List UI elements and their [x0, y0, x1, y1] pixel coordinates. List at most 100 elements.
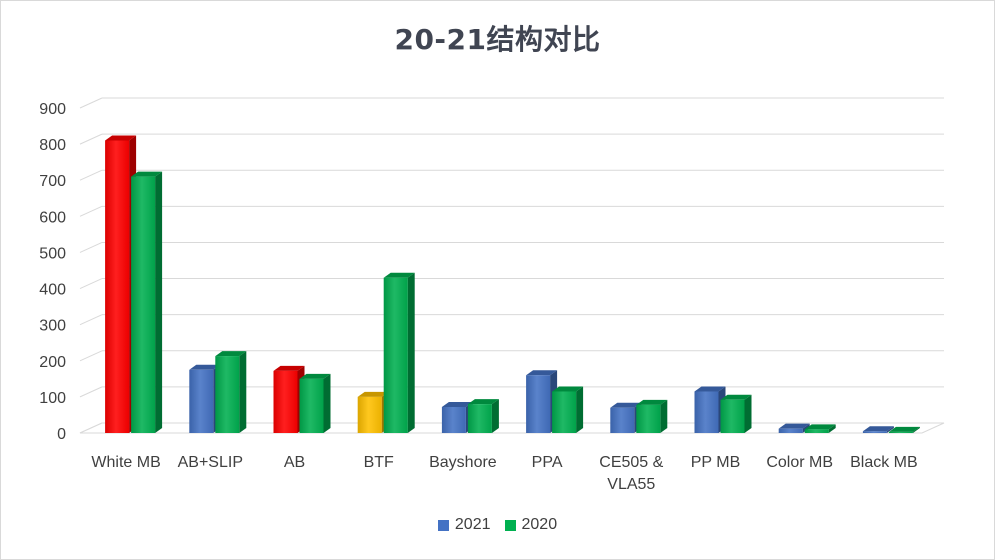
x-category-line: CE505 &: [599, 454, 663, 471]
x-category-line: Color MB: [766, 454, 833, 471]
x-axis-categories: White MB AB+SLIP AB BTF Bayshore PPA CE505 & VL…: [91, 454, 917, 493]
bar-2021-2-front: [273, 370, 298, 433]
bar-2020-3-front: [383, 277, 408, 433]
bar-2020-6-side: [660, 399, 668, 433]
bar-2020-6-top: [636, 399, 668, 405]
bar-2020-5-top: [552, 386, 584, 392]
bar-2020-9-front: [888, 431, 913, 433]
x-category-line: AB+SLIP: [178, 454, 243, 471]
bar-2020-8-side: [828, 424, 836, 433]
bar-2020-5-front: [552, 391, 577, 433]
bar-2020-0-front: [131, 176, 156, 433]
bar-2020-7-front: [720, 399, 745, 433]
bar-2020-5-side: [576, 386, 584, 433]
y-axis-ticks: 0 100 200 300 400 500 600 700 800 900: [39, 101, 66, 443]
bar-layer: [105, 135, 920, 433]
bar-2021-9-side: [886, 426, 894, 433]
bar-2021-7-front: [694, 391, 719, 433]
bar-2020-2-side: [323, 373, 331, 433]
y-tick-label: 800: [39, 137, 66, 154]
bar-2020-4-front: [467, 404, 492, 433]
gridline-side: [79, 169, 103, 181]
bar-2021-1-top: [189, 364, 221, 370]
legend-item-2020: 2020: [504, 516, 558, 534]
bar-2021-7-top: [694, 386, 726, 392]
x-category-label: AB: [284, 454, 305, 471]
bar-2020-0: [131, 171, 163, 433]
bar-2020-1-top: [215, 351, 247, 357]
x-category-line: AB: [284, 454, 305, 471]
legend-label-2020: 2020: [521, 516, 558, 533]
bar-2020-6: [636, 399, 668, 433]
bar-2020-9-side: [912, 426, 920, 433]
x-category-line: BTF: [364, 454, 394, 471]
bar-2021-0-top: [105, 135, 137, 141]
x-category-label: White MB: [91, 454, 160, 471]
gridline-side: [79, 97, 103, 109]
bar-2021-3-top: [357, 391, 389, 397]
legend-swatch-2020: [504, 519, 516, 531]
bar-2020-1-front: [215, 356, 240, 433]
bar-2021-3-front: [357, 396, 382, 433]
bar-2021-0-front: [105, 140, 130, 433]
gridline-side: [79, 205, 103, 217]
x-category-label: Black MB: [850, 454, 918, 471]
bar-2020-8-top: [804, 424, 836, 430]
bar-2021-1-front: [189, 369, 214, 433]
bar-2020-3-top: [383, 272, 415, 278]
x-category-line: Bayshore: [429, 454, 497, 471]
bar-2021-4-top: [441, 402, 473, 407]
y-tick-label: 200: [39, 354, 66, 371]
bar-2020-9: [888, 426, 920, 433]
x-category-label: AB+SLIP: [178, 454, 243, 471]
bar-2020-2-front: [299, 378, 324, 433]
gridline-side: [79, 241, 103, 253]
bar-2020-0-side: [155, 171, 163, 433]
chart-title: 20-21结构对比: [394, 23, 601, 56]
legend-swatch-2021: [437, 519, 449, 531]
bar-2021-6: [610, 402, 642, 433]
bar-2020-1: [215, 351, 247, 433]
x-category-line: White MB: [91, 454, 160, 471]
gridline-side: [79, 133, 103, 145]
bar-2020-7-top: [720, 394, 752, 400]
bar-2021-9-top: [862, 426, 894, 432]
bar-2021-8-top: [778, 423, 810, 429]
bar-2020-8-front: [804, 429, 829, 433]
y-tick-label: 400: [39, 282, 66, 299]
y-tick-label: 700: [39, 173, 66, 190]
x-category-label: CE505 & VLA55: [599, 454, 663, 493]
y-tick-label: 100: [39, 390, 66, 407]
bar-2020-5: [552, 386, 584, 433]
gridline-side: [79, 314, 103, 326]
legend: 2021 2020: [0, 516, 995, 534]
x-category-line: PP MB: [691, 454, 741, 471]
bar-2021-4: [441, 402, 473, 433]
bar-2020-0-top: [131, 171, 163, 177]
legend-label-2021: 2021: [454, 516, 491, 533]
bar-2020-7: [720, 394, 752, 433]
x-category-line: Black MB: [850, 454, 918, 471]
bar-2020-2: [299, 373, 331, 433]
gridline-side: [79, 386, 103, 398]
y-tick-label: 600: [39, 209, 66, 226]
bar-2020-3: [383, 272, 415, 433]
y-tick-label: 900: [39, 101, 66, 118]
x-category-label: Color MB: [766, 454, 833, 471]
x-category-line: VLA55: [607, 476, 655, 493]
gridline-side: [79, 350, 103, 362]
bar-2020-4-side: [491, 399, 499, 433]
y-tick-label: 300: [39, 318, 66, 335]
bar-2020-2-top: [299, 373, 331, 379]
bar-2020-3-side: [407, 272, 415, 433]
x-category-label: BTF: [364, 454, 394, 471]
x-category-label: PP MB: [691, 454, 741, 471]
bar-2021-5-top: [526, 370, 558, 376]
legend-item-2021: 2021: [437, 516, 491, 534]
bar-2020-9-top: [888, 426, 920, 432]
bar-2020-4-top: [467, 399, 499, 405]
bar-2021-9: [862, 426, 894, 433]
bar-2020-4: [467, 399, 499, 433]
